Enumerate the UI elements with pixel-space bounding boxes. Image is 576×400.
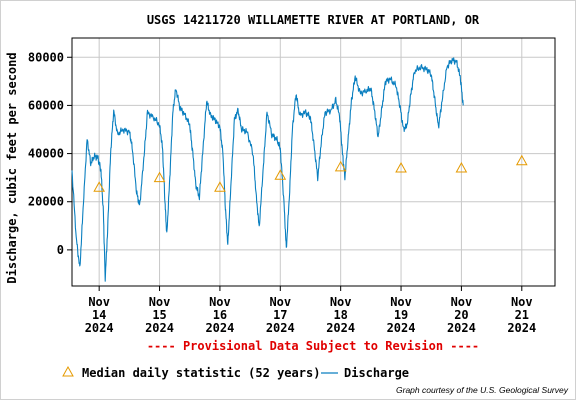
y-tick-label: 0: [57, 243, 64, 257]
x-tick-label: 18: [333, 308, 347, 322]
y-tick-label: 80000: [28, 50, 64, 64]
discharge-series-line: [71, 57, 464, 282]
credit-text: Graph courtesy of the U.S. Geological Su…: [396, 385, 569, 395]
x-tick-label: 2024: [447, 321, 476, 335]
x-tick-label: 19: [394, 308, 408, 322]
chart-title: USGS 14211720 WILLAMETTE RIVER AT PORTLA…: [147, 13, 480, 27]
y-tick-label: 20000: [28, 195, 64, 209]
median-marker: [93, 181, 106, 192]
x-tick-label: 2024: [205, 321, 234, 335]
median-marker: [515, 154, 528, 166]
median-marker: [153, 171, 166, 183]
x-tick-label: 20: [454, 308, 468, 322]
x-tick-label: Nov: [451, 295, 473, 309]
x-tick-label: Nov: [88, 295, 110, 309]
x-tick-label: 2024: [85, 321, 114, 335]
median-marker: [214, 181, 226, 192]
legend-median-label: Median daily statistic (52 years): [82, 366, 320, 380]
x-tick-label: 2024: [145, 321, 174, 335]
median-markers: [93, 154, 528, 192]
median-marker: [274, 169, 287, 180]
y-gridlines: [72, 56, 555, 251]
x-tick-label: 2024: [326, 321, 355, 335]
x-tick-label: 16: [213, 308, 227, 322]
x-tick-label: 2024: [507, 321, 536, 335]
y-axis-label: Discharge, cubic feet per second: [5, 52, 19, 283]
x-tick-label: Nov: [209, 295, 231, 309]
x-tick-label: 15: [152, 308, 166, 322]
y-tick-label: 40000: [28, 147, 64, 161]
legend-discharge-label: Discharge: [344, 366, 409, 380]
x-tick-label: 21: [515, 308, 529, 322]
median-marker: [334, 160, 347, 172]
y-tick-label: 60000: [28, 98, 64, 112]
x-tick-label: Nov: [149, 295, 171, 309]
median-marker: [395, 161, 407, 173]
x-tick-label: 14: [92, 308, 106, 322]
x-tick-label: Nov: [390, 295, 412, 309]
x-tick-label: 2024: [266, 321, 295, 335]
x-tick-label: 2024: [387, 321, 416, 335]
y-axis-ticks: 0 20000 40000 60000 80000: [28, 50, 72, 257]
x-tick-label: 17: [273, 308, 287, 322]
median-marker: [455, 161, 468, 173]
x-tick-label: Nov: [269, 295, 291, 309]
x-axis-ticks: Nov142024Nov152024Nov162024Nov172024Nov1…: [85, 286, 536, 335]
legend-median-marker: [62, 365, 74, 377]
revision-note: ---- Provisional Data Subject to Revisio…: [147, 339, 479, 353]
plot-area-border: [71, 37, 556, 287]
x-tick-label: Nov: [511, 295, 533, 309]
x-tick-label: Nov: [330, 295, 352, 309]
